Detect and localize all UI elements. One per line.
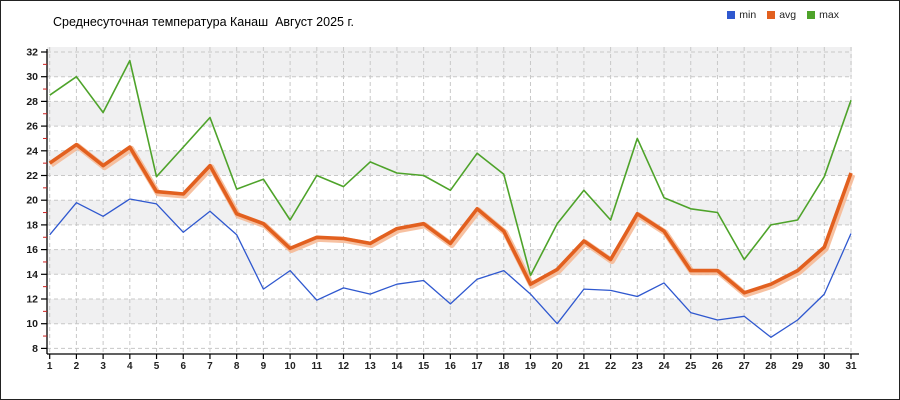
svg-text:20: 20 <box>552 361 564 372</box>
svg-text:11: 11 <box>312 361 323 372</box>
svg-text:7: 7 <box>207 361 213 372</box>
svg-text:24: 24 <box>26 145 38 157</box>
svg-text:15: 15 <box>418 361 430 372</box>
svg-text:16: 16 <box>445 361 457 372</box>
svg-text:30: 30 <box>26 71 38 83</box>
svg-text:28: 28 <box>26 96 38 108</box>
legend-label-min: min <box>739 9 757 21</box>
svg-text:25: 25 <box>685 361 697 372</box>
svg-text:10: 10 <box>285 361 297 372</box>
svg-text:12: 12 <box>338 361 350 372</box>
chart-title: Среднесуточная температура Канаш Август … <box>53 15 354 29</box>
svg-text:24: 24 <box>658 361 670 372</box>
chart-legend: min avg max <box>727 9 839 21</box>
svg-text:18: 18 <box>498 361 510 372</box>
svg-text:18: 18 <box>26 219 38 231</box>
svg-text:2: 2 <box>74 361 80 372</box>
svg-text:22: 22 <box>605 361 617 372</box>
svg-text:14: 14 <box>391 361 403 372</box>
svg-text:32: 32 <box>26 47 38 59</box>
svg-text:16: 16 <box>26 244 38 256</box>
svg-text:4: 4 <box>127 361 133 372</box>
svg-text:28: 28 <box>765 361 777 372</box>
svg-text:9: 9 <box>261 361 267 372</box>
legend-label-avg: avg <box>779 9 797 21</box>
svg-text:8: 8 <box>234 361 240 372</box>
legend-item-min: min <box>727 9 756 21</box>
legend-label-max: max <box>819 9 839 21</box>
legend-swatch-max-icon <box>807 11 816 19</box>
svg-text:21: 21 <box>578 361 590 372</box>
svg-text:22: 22 <box>26 170 38 182</box>
svg-text:8: 8 <box>32 343 38 355</box>
legend-item-avg: avg <box>767 9 796 21</box>
svg-text:1: 1 <box>47 361 53 372</box>
svg-text:30: 30 <box>819 361 831 372</box>
svg-text:19: 19 <box>525 361 537 372</box>
svg-text:27: 27 <box>739 361 751 372</box>
svg-text:31: 31 <box>845 361 857 372</box>
svg-text:14: 14 <box>26 269 38 281</box>
legend-swatch-min-icon <box>727 11 736 19</box>
legend-item-max: max <box>807 9 839 21</box>
svg-text:26: 26 <box>712 361 724 372</box>
svg-text:3: 3 <box>100 361 106 372</box>
svg-text:23: 23 <box>632 361 644 372</box>
svg-text:20: 20 <box>26 195 38 207</box>
svg-text:10: 10 <box>26 318 38 330</box>
legend-swatch-avg-icon <box>767 11 776 19</box>
svg-text:17: 17 <box>471 361 483 372</box>
svg-text:5: 5 <box>154 361 160 372</box>
svg-text:12: 12 <box>26 294 38 306</box>
svg-text:26: 26 <box>26 121 38 133</box>
svg-text:13: 13 <box>365 361 377 372</box>
svg-text:6: 6 <box>180 361 186 372</box>
svg-text:29: 29 <box>792 361 804 372</box>
